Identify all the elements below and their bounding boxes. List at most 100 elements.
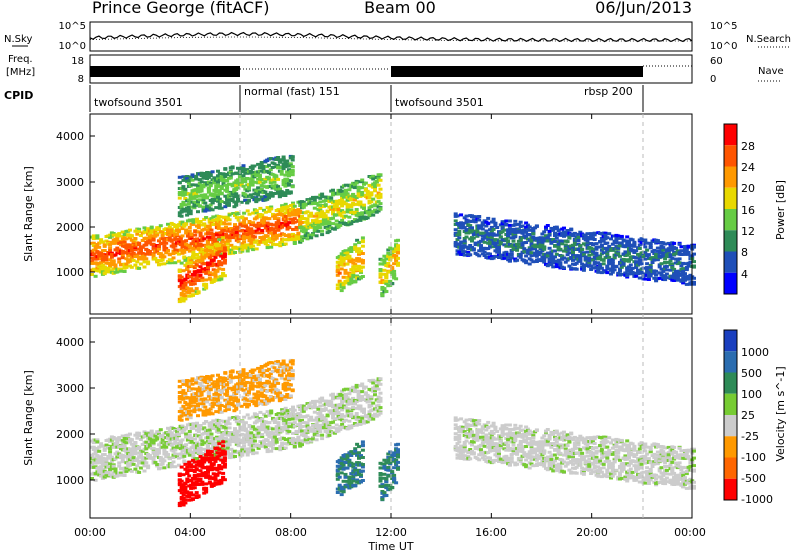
velocity-cell	[218, 419, 223, 423]
power-cell	[198, 231, 203, 235]
power-cell	[562, 266, 566, 270]
power-cell	[102, 271, 107, 275]
velocity-cell	[138, 453, 143, 457]
power-cell	[119, 267, 123, 271]
power-cell	[367, 213, 372, 217]
power-cell	[280, 225, 285, 229]
power-cell	[267, 209, 272, 213]
velocity-cell	[171, 442, 176, 446]
power-cell	[354, 181, 359, 185]
power-cell	[128, 243, 132, 247]
velocity-cell	[198, 424, 203, 428]
power-cell	[254, 239, 259, 243]
power-cell	[263, 180, 268, 184]
velocity-cell	[233, 428, 237, 432]
power-cell	[673, 257, 678, 261]
power-cell	[394, 277, 399, 281]
power-cell	[340, 209, 345, 213]
power-cell	[257, 190, 262, 194]
power-cell	[210, 201, 215, 205]
power-cell	[513, 235, 518, 239]
velocity-cell	[160, 434, 165, 438]
power-cell	[316, 223, 321, 227]
power-cell	[320, 229, 325, 233]
power-cell	[325, 227, 330, 231]
power-cell	[210, 170, 215, 174]
velocity-cell	[245, 430, 250, 434]
power-cell	[207, 271, 212, 275]
velocity-cell	[147, 454, 152, 457]
velocity-cell	[242, 441, 247, 444]
power-cell	[558, 263, 563, 267]
power-cell	[498, 253, 503, 257]
power-cell	[567, 236, 572, 240]
velocity-cell	[182, 428, 187, 432]
power-cell	[285, 205, 290, 209]
power-cell	[290, 155, 295, 159]
power-cell	[200, 248, 205, 252]
power-cell	[192, 282, 197, 286]
power-cell	[305, 210, 310, 214]
velocity-cell	[178, 447, 183, 451]
power-cell	[93, 247, 98, 251]
power-cell	[661, 246, 666, 250]
velocity-cell	[133, 467, 138, 471]
power-y-ticks: 1000 2000 3000 4000	[56, 130, 95, 279]
velocity-cell	[236, 437, 241, 441]
power-cell	[509, 253, 514, 257]
power-cell	[357, 267, 361, 271]
velocity-cell	[153, 434, 158, 438]
power-cell	[245, 249, 250, 253]
velocity-cell	[247, 425, 252, 428]
power-cell	[200, 278, 205, 282]
power-cell	[236, 181, 240, 185]
power-cell	[179, 205, 184, 209]
power-cell	[462, 226, 467, 230]
power-cell	[359, 269, 363, 273]
power-cell	[214, 240, 219, 244]
power-cell	[146, 260, 151, 264]
velocity-cell	[164, 445, 169, 449]
power-cell	[221, 177, 226, 181]
power-cell	[300, 221, 304, 224]
power-cell	[138, 262, 143, 266]
velocity-cell	[187, 453, 192, 457]
power-cell	[594, 251, 599, 255]
power-cell	[572, 231, 577, 235]
power-cell	[203, 201, 208, 205]
power-cell	[189, 287, 194, 291]
power-cell	[111, 267, 116, 271]
power-cell	[342, 195, 346, 199]
power-cell	[219, 206, 224, 210]
velocity-cell	[242, 425, 247, 429]
power-cell	[187, 226, 192, 229]
power-cell	[585, 239, 590, 243]
velocity-cell	[111, 436, 116, 439]
power-cell	[477, 218, 482, 222]
power-cell	[122, 240, 127, 244]
power-cell	[349, 222, 354, 226]
power-cell	[259, 161, 264, 164]
power-cell	[594, 247, 599, 251]
power-cell	[495, 226, 500, 229]
noise-right-tick-bottom: 10^0	[710, 41, 737, 52]
power-cell	[104, 258, 109, 262]
power-cell	[634, 249, 639, 253]
velocity-cell	[99, 442, 104, 446]
power-cell	[240, 224, 245, 228]
power-cell	[201, 205, 206, 209]
power-cell	[288, 162, 293, 166]
noise-panel: N.Sky 10^5 10^0 10^5 10^0 N.Search	[4, 21, 791, 52]
power-cell	[309, 214, 314, 218]
power-cell	[242, 219, 247, 223]
power-cell	[249, 227, 254, 231]
power-cell	[252, 235, 257, 239]
power-cell	[491, 256, 496, 260]
power-cell	[128, 228, 132, 232]
velocity-cell	[122, 444, 127, 448]
power-cell	[338, 223, 343, 227]
velocity-cell	[124, 466, 129, 470]
power-cell	[351, 220, 356, 223]
power-cell	[296, 208, 301, 212]
velocity-cell	[117, 436, 122, 440]
